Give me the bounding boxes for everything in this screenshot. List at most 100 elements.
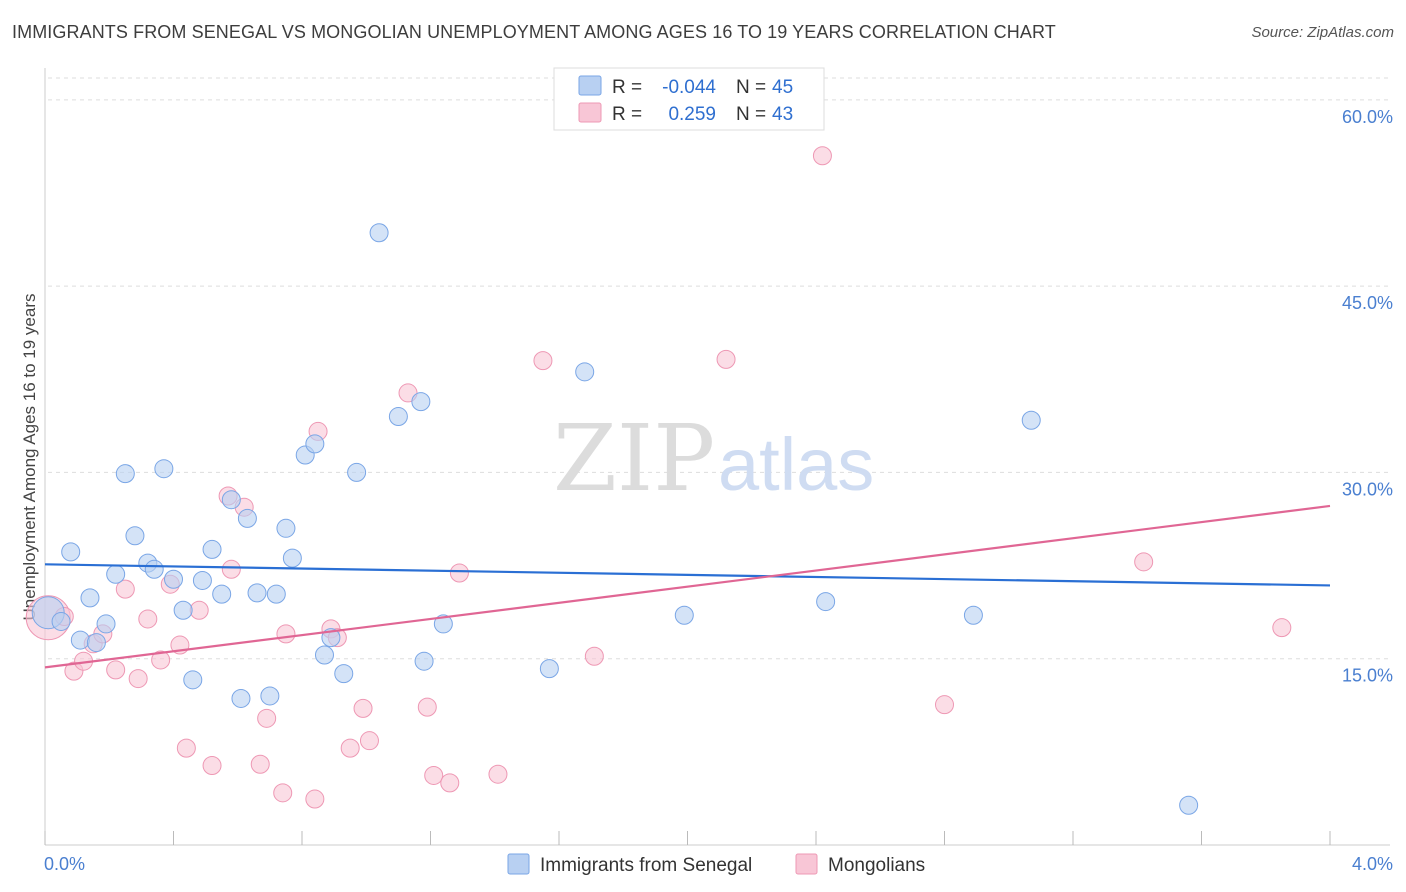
senegal-point: [260, 686, 280, 706]
senegal-point: [414, 651, 434, 671]
y-tick-label: 30.0%: [1342, 479, 1393, 499]
senegal-point: [816, 592, 836, 612]
senegal-point: [154, 459, 174, 479]
mongolians-point: [353, 698, 373, 718]
senegal-point: [282, 548, 302, 568]
senegal-point: [433, 614, 453, 634]
senegal-point: [51, 611, 71, 631]
senegal-point: [539, 659, 559, 679]
senegal-point: [183, 670, 203, 690]
x-axis-ticks: [44, 831, 1331, 845]
y-tick-label: 60.0%: [1342, 107, 1393, 127]
senegal-point: [247, 583, 267, 603]
y-tick-label: 45.0%: [1342, 293, 1393, 313]
chart-title: IMMIGRANTS FROM SENEGAL VS MONGOLIAN UNE…: [12, 22, 1056, 42]
mongolians-point: [250, 754, 270, 774]
legend-item-mongolians-swatch: [795, 853, 818, 875]
mongolians-point: [257, 708, 277, 728]
mongolians-point: [417, 697, 437, 717]
senegal-point: [125, 526, 145, 546]
mongolians-point: [151, 650, 171, 670]
senegal-point: [231, 688, 251, 708]
senegal-point: [411, 392, 431, 412]
mongolians-point: [1134, 552, 1154, 572]
senegal-point: [369, 223, 389, 243]
legend-swatch-senegal: [578, 75, 602, 96]
series-legend: Immigrants from Senegal Mongolians: [507, 853, 925, 876]
mongolians-point: [138, 609, 158, 629]
senegal-point: [202, 539, 222, 559]
mongolians-point: [176, 738, 196, 758]
mongolians-point: [221, 559, 241, 579]
mongolians-point: [1272, 618, 1292, 638]
mongolians-point: [716, 349, 736, 369]
mongolians-point: [115, 579, 135, 599]
senegal-point: [212, 584, 232, 604]
mongolians-point: [128, 669, 148, 689]
legend-item-mongolians-label: Mongolians: [828, 855, 925, 876]
senegal-point: [96, 614, 116, 634]
senegal-point: [61, 542, 81, 562]
senegal-point: [963, 605, 983, 625]
legend-item-senegal-label: Immigrants from Senegal: [540, 855, 752, 876]
mongolians-point: [440, 773, 460, 793]
mongolians-point: [202, 756, 222, 776]
mongolians-point: [935, 695, 954, 715]
mongolians-point: [359, 731, 379, 751]
legend-item-senegal-swatch: [507, 853, 530, 875]
senegal-point: [388, 407, 408, 427]
mongolians-point: [305, 789, 325, 809]
senegal-point: [164, 569, 183, 589]
mongolians-point: [449, 563, 469, 583]
senegal-point: [221, 490, 241, 510]
senegal-point: [334, 664, 354, 684]
trend-lines: [44, 504, 1331, 669]
legend-n-label-senegal: N =: [736, 77, 766, 98]
watermark-zip: ZIP: [553, 405, 715, 512]
mongolians-point: [273, 783, 293, 803]
mongolians-point: [106, 660, 126, 680]
chart-source: Source: ZipAtlas.com: [1251, 24, 1394, 41]
senegal-point: [106, 564, 126, 584]
senegal-point: [173, 600, 193, 620]
senegal-point: [237, 508, 257, 528]
legend-r-label-mongolians: R =: [612, 104, 642, 125]
mongolians-point: [812, 146, 832, 166]
mongolians-point: [189, 600, 209, 620]
mongolians-point: [533, 351, 553, 371]
x-tick-label-min: 0.0%: [44, 854, 85, 874]
senegal-point: [1021, 410, 1041, 430]
senegal-point: [347, 462, 367, 482]
y-tick-label: 15.0%: [1342, 666, 1393, 686]
legend-r-value-senegal: -0.044: [662, 77, 716, 98]
legend-r-label-senegal: R =: [612, 77, 642, 98]
legend-swatch-mongolians: [578, 102, 602, 123]
mongolians-point: [488, 764, 508, 784]
series-senegal-points: [31, 223, 1199, 815]
senegal-point: [144, 559, 164, 579]
x-tick-label-max: 4.0%: [1352, 854, 1393, 874]
mongolians-point: [340, 738, 360, 758]
trend-line-senegal: [44, 563, 1331, 587]
senegal-point: [674, 605, 694, 625]
trend-line-mongolians: [44, 504, 1331, 669]
legend-n-value-senegal: 45: [772, 77, 793, 98]
senegal-point: [115, 464, 135, 484]
watermark-atlas: atlas: [718, 423, 874, 506]
senegal-point: [314, 645, 334, 665]
senegal-point: [266, 584, 286, 604]
senegal-point: [575, 362, 595, 382]
mongolians-point: [424, 765, 444, 785]
senegal-point: [86, 633, 106, 653]
senegal-point: [80, 588, 100, 608]
senegal-point: [305, 434, 325, 454]
legend-r-value-mongolians: 0.259: [668, 104, 716, 125]
legend-n-label-mongolians: N =: [736, 104, 766, 125]
gridlines: [48, 77, 1392, 660]
legend-n-value-mongolians: 43: [772, 104, 793, 125]
mongolians-point: [584, 646, 604, 666]
senegal-point: [1179, 795, 1199, 815]
correlation-legend: R = -0.044 N = 45 R = 0.259 N = 43: [553, 67, 825, 131]
senegal-point: [70, 630, 90, 650]
